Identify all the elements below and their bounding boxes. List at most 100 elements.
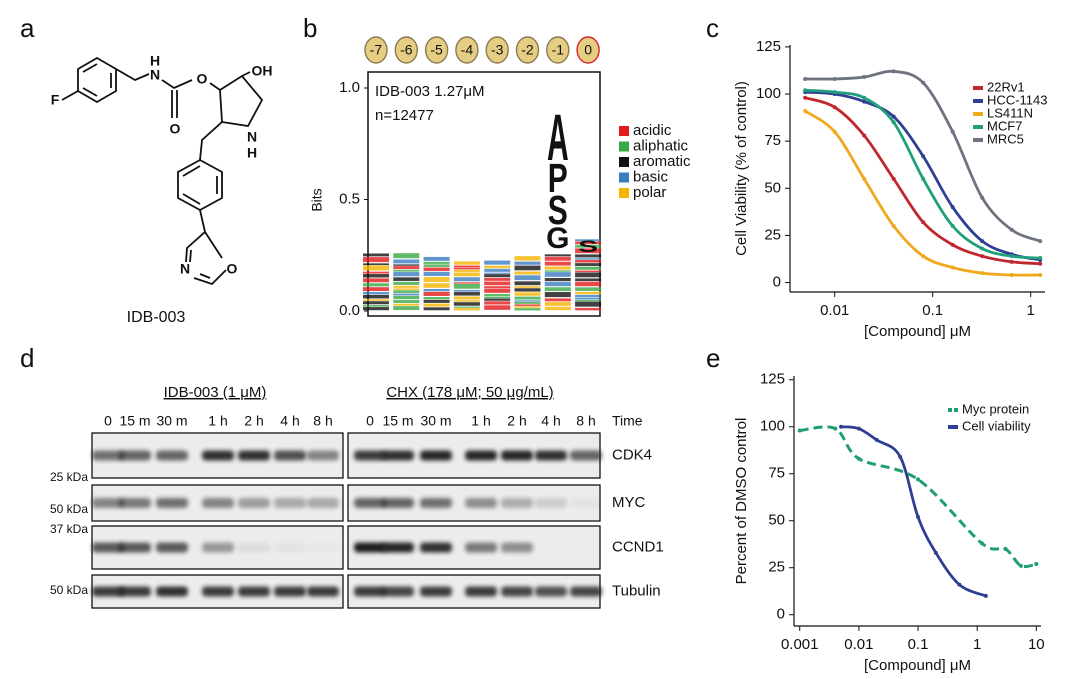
data-point (933, 550, 938, 555)
logo-glyph (423, 261, 450, 264)
legend-label: MRC5 (987, 131, 1024, 146)
atom-label: H (150, 53, 160, 69)
logo-glyph (514, 281, 541, 286)
blot-band (238, 542, 270, 553)
series-line (799, 425, 1037, 569)
logo-ylabel: Bits (309, 188, 325, 211)
logo-glyph (575, 307, 602, 311)
logo-glyph (453, 289, 480, 292)
blot-band (307, 543, 339, 553)
data-point (832, 105, 837, 110)
panel-label: c (706, 13, 719, 43)
data-point (950, 265, 955, 270)
logo-glyph (575, 258, 602, 260)
data-point (803, 95, 808, 100)
logo-glyph (484, 286, 511, 289)
logo-glyph (453, 261, 480, 265)
time-label: 1 h (208, 413, 227, 429)
y-tick-label: 50 (768, 512, 785, 529)
logo-glyph (484, 272, 511, 274)
y-tick-label: 75 (764, 132, 781, 149)
blot-band (119, 586, 151, 597)
blot-band (307, 586, 339, 597)
position-label: 0 (584, 42, 592, 58)
position-badge (546, 36, 570, 64)
data-point (950, 129, 955, 134)
atom-label: N (150, 67, 160, 83)
data-point (832, 76, 837, 81)
logo-glyph (393, 253, 420, 259)
data-point (983, 593, 988, 598)
logo-glyph (423, 299, 450, 303)
blot-band (420, 542, 452, 553)
blot-band (354, 450, 386, 461)
legend-label: basic (633, 168, 669, 185)
data-point (803, 108, 808, 113)
marker-label: 50 kDa (50, 583, 88, 597)
blot-band (465, 586, 497, 597)
logo-glyph (514, 271, 541, 275)
legend-label: MCF7 (987, 118, 1022, 133)
atom-label: O (197, 71, 208, 87)
logo-glyph (423, 297, 450, 300)
logo-glyph (575, 259, 602, 263)
logo-glyph (544, 302, 571, 306)
data-point (803, 88, 808, 93)
data-point (1038, 273, 1043, 278)
data-point (833, 426, 838, 431)
logo-glyph (484, 305, 511, 310)
series-line (840, 425, 987, 598)
logo-glyph (363, 271, 389, 274)
logo-glyph (484, 301, 511, 305)
blot-band (382, 450, 414, 461)
logo-glyph (393, 272, 420, 277)
blot-band (354, 586, 386, 597)
legend-swatch (619, 126, 629, 136)
logo-glyph (514, 261, 541, 265)
legend-label: 22Rv1 (987, 79, 1025, 94)
blot-band (465, 498, 497, 508)
logo-glyph (544, 270, 571, 272)
y-axis-label: Percent of DMSO control (733, 418, 750, 585)
logo-glyph (575, 266, 602, 270)
atom-label: F (51, 92, 60, 108)
blot-band (274, 498, 306, 508)
data-point (891, 114, 896, 119)
blot-band (202, 542, 234, 553)
blot-band (307, 450, 339, 461)
legend-swatch (619, 157, 629, 167)
time-label: 2 h (507, 413, 526, 429)
atom-label: O (227, 261, 238, 277)
blot-band (354, 542, 386, 553)
marker-label: 25 kDa (50, 470, 88, 484)
data-point (921, 154, 926, 159)
logo-glyph (393, 269, 420, 272)
logo-glyph (575, 272, 602, 278)
blot-band (92, 542, 124, 553)
logo-glyph (363, 294, 389, 299)
time-label: 0 (104, 413, 112, 429)
data-point (803, 76, 808, 81)
legend-label: Myc protein (962, 401, 1029, 416)
time-label: 4 h (280, 413, 299, 429)
y-tick-label: 25 (764, 226, 781, 243)
data-point (898, 454, 903, 459)
atom-label: N (180, 261, 190, 277)
marker-label: 37 kDa (50, 522, 88, 536)
legend-label: Cell viability (962, 418, 1031, 433)
logo-glyph (514, 288, 541, 292)
x-tick-label: 0.1 (908, 636, 929, 653)
y-tick-label: 0.0 (339, 302, 360, 319)
blot-band (119, 498, 151, 508)
data-point (797, 428, 802, 433)
logo-glyph (484, 268, 511, 272)
logo-glyph (423, 288, 450, 292)
logo-glyph (514, 275, 541, 281)
blot-band (202, 450, 234, 461)
position-label: -1 (552, 42, 565, 58)
logo-glyph (575, 263, 602, 266)
logo-glyph (575, 239, 602, 242)
y-tick-label: 1.0 (339, 79, 360, 96)
logo-glyph (484, 265, 511, 269)
logo-glyph (453, 282, 480, 284)
